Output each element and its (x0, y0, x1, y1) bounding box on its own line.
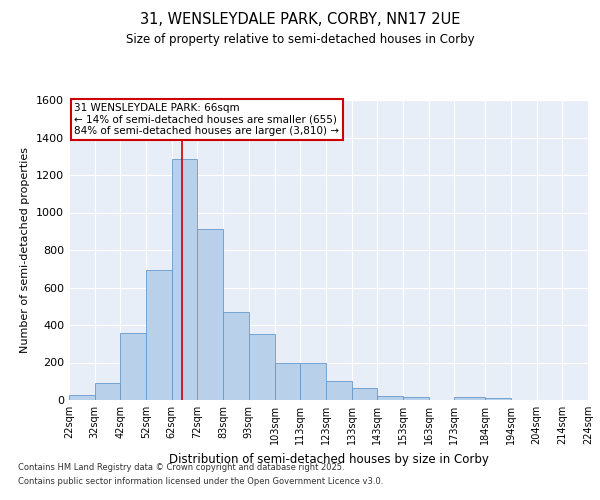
Bar (223, 312, 249, 400)
Bar (352, 388, 377, 400)
Bar (172, 159, 197, 400)
Text: 31, WENSLEYDALE PARK, CORBY, NN17 2UE: 31, WENSLEYDALE PARK, CORBY, NN17 2UE (140, 12, 460, 28)
Bar (377, 396, 403, 400)
Text: 31 WENSLEYDALE PARK: 66sqm
← 14% of semi-detached houses are smaller (655)
84% o: 31 WENSLEYDALE PARK: 66sqm ← 14% of semi… (74, 103, 339, 136)
Bar (275, 362, 300, 400)
Bar (454, 397, 485, 400)
Bar (146, 270, 172, 400)
Bar (95, 383, 121, 400)
Bar (197, 230, 223, 400)
X-axis label: Distribution of semi-detached houses by size in Corby: Distribution of semi-detached houses by … (169, 452, 488, 466)
Text: Contains HM Land Registry data © Crown copyright and database right 2025.: Contains HM Land Registry data © Crown c… (18, 462, 344, 471)
Bar (485, 398, 511, 400)
Bar (403, 397, 429, 400)
Bar (249, 334, 275, 400)
Bar (69, 396, 95, 400)
Text: Size of property relative to semi-detached houses in Corby: Size of property relative to semi-detach… (125, 32, 475, 46)
Bar (300, 362, 326, 400)
Y-axis label: Number of semi-detached properties: Number of semi-detached properties (20, 147, 31, 353)
Bar (326, 381, 352, 400)
Bar (121, 332, 146, 400)
Text: Contains public sector information licensed under the Open Government Licence v3: Contains public sector information licen… (18, 478, 383, 486)
